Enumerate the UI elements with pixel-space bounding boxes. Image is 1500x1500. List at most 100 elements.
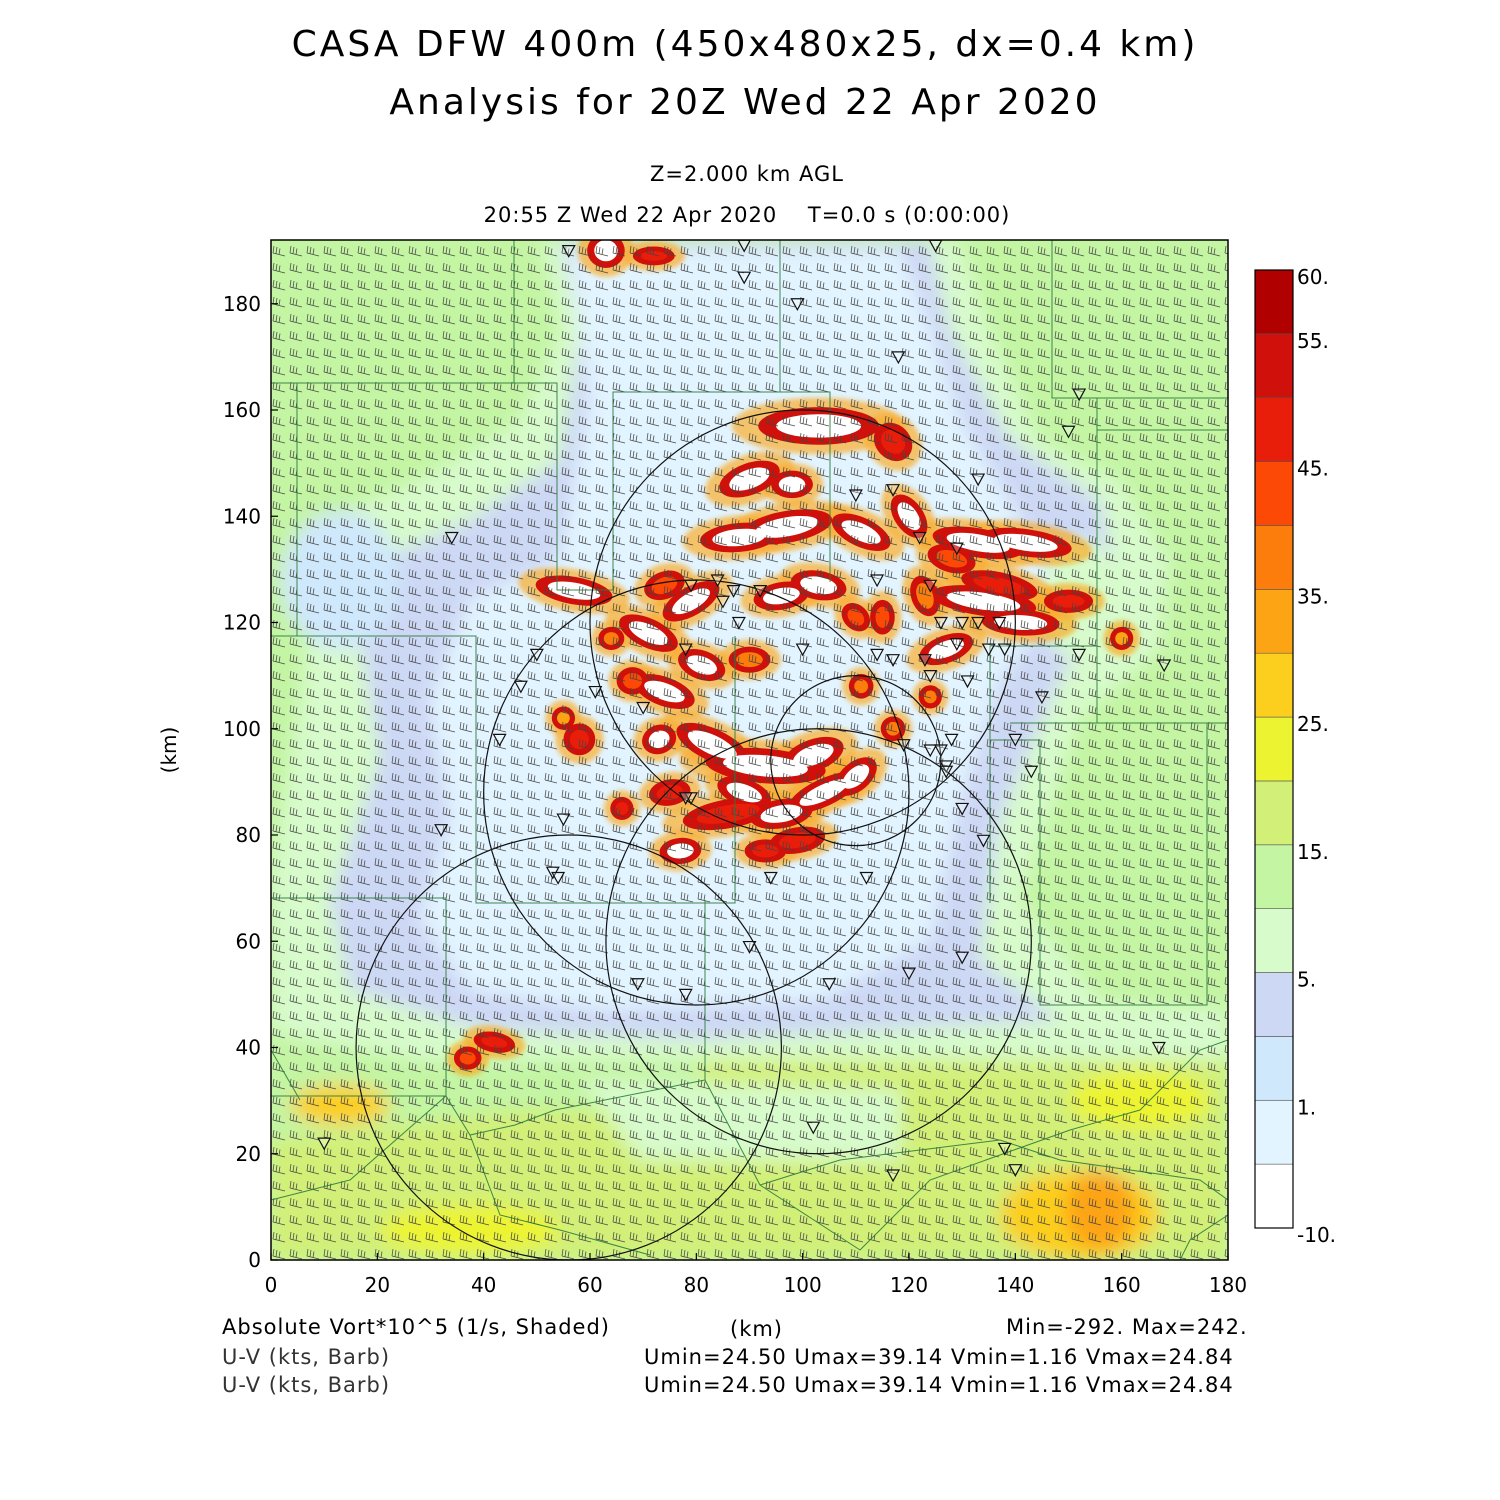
y-tick-label: 20 [236,1142,261,1166]
wind-barb-label-2: U-V (kts, Barb) [222,1373,391,1397]
station-marker-icon [917,654,932,667]
station-marker-icon [886,1169,901,1183]
range-ring [589,409,1016,836]
colorbar-swatch [1254,716,1294,782]
station-marker-icon [859,871,874,885]
station-marker-icon [944,733,959,747]
station-marker-icon [971,473,986,487]
station-marker-icon [923,670,938,683]
station-marker-icon [933,616,948,630]
station-marker-icon [737,271,752,285]
field-description: Absolute Vort*10^5 (1/s, Shaded) [222,1315,610,1339]
station-marker-icon [960,675,975,689]
colorbar-swatch [1254,1099,1294,1165]
station-marker-icon [1151,1041,1166,1055]
colorbar-label: 5. [1297,968,1316,992]
colorbar-swatch [1254,1036,1294,1101]
colorbar-swatch [1254,1163,1294,1229]
station-marker-icon [949,542,964,556]
station-marker-icon [806,1121,821,1135]
station-marker-icon [976,834,991,848]
station-marker-icon [1157,659,1172,673]
station-marker-icon [886,484,901,497]
figure-title: CASA DFW 400m (450x480x25, dx=0.4 km) [291,24,1199,65]
wind-barb-label-1: U-V (kts, Barb) [222,1345,391,1369]
vorticity-field [271,240,1228,1260]
y-tick-label: 160 [223,398,261,422]
station-marker-icon [742,940,757,954]
station-marker-icon [1061,425,1076,439]
station-marker-icon [886,654,901,667]
figure-subtitle: Analysis for 20Z Wed 22 Apr 2020 [389,82,1101,123]
x-axis-label: (km) [730,1317,784,1341]
station-marker-icon [997,1142,1012,1156]
x-tick-label: 20 [365,1273,390,1297]
colorbar-swatch [1254,269,1294,335]
wind-stats-1: Umin=24.50 Umax=39.14 Vmin=1.16 Vmax=24.… [644,1345,1234,1369]
station-marker-icon [444,531,459,545]
station-marker-icon [1034,691,1049,705]
station-marker-icon [726,585,741,598]
station-marker-icon [551,871,566,885]
y-tick-label: 40 [236,1036,261,1060]
plot-frame [270,239,1229,1261]
station-marker-icon [822,978,837,992]
station-marker-icon [561,245,576,258]
station-marker-icon [949,638,964,652]
y-tick-label: 80 [236,823,261,847]
station-marker-icon [753,585,768,598]
station-marker-icon [317,1137,332,1151]
colorbar-label: 45. [1297,457,1329,481]
station-marker-icon [955,802,970,816]
station-marker-icon [912,531,927,545]
valid-time-label: 20:55 Z Wed 22 Apr 2020 T=0.0 s (0:00:00… [483,203,1011,227]
station-marker-icon [556,813,571,827]
colorbar-label: 25. [1297,712,1329,736]
wind-stats-2: Umin=24.50 Umax=39.14 Vmin=1.16 Vmax=24.… [644,1373,1234,1397]
station-marker-icon [1008,733,1023,747]
station-marker-icon [896,739,911,752]
station-marker-icon [992,616,1007,630]
station-marker-icon [901,967,917,981]
station-marker-icon [1024,765,1039,779]
station-marker-icon [997,643,1012,657]
station-marker-icon [715,595,730,609]
station-marker-icon [1072,648,1087,662]
colorbar-label: 15. [1297,840,1329,864]
station-marker-icon [630,978,645,992]
colorbar-label: 55. [1297,329,1329,353]
station-marker-icon [891,351,906,365]
colorbar-swatch [1254,652,1294,718]
station-marker-icon [1072,388,1087,402]
station-marker-icon [955,951,970,965]
x-tick-label: 140 [996,1273,1034,1297]
y-tick-label: 140 [223,504,261,528]
colorbar-label: 1. [1297,1095,1316,1119]
station-marker-icon [1008,1164,1023,1177]
station-marker-icon [529,648,544,662]
x-tick-label: 80 [684,1273,709,1297]
station-marker-icon [790,298,805,312]
range-ring [355,834,782,1260]
station-marker-icon [763,871,778,885]
x-tick-label: 0 [265,1273,278,1297]
colorbar-swatch [1254,589,1294,654]
y-tick-label: 120 [223,611,261,635]
station-marker-icon [678,792,693,806]
colorbar-swatch [1254,525,1294,590]
station-marker-icon [684,579,699,593]
colorbar: 60. 55. 45. 35. 25. 15. 5. 1. -10. [1254,265,1336,1247]
x-tick-label: 180 [1209,1273,1247,1297]
y-tick-label: 60 [236,929,261,953]
range-ring [605,728,1032,1155]
colorbar-swatch [1254,908,1294,973]
colorbar-swatch [1254,397,1294,462]
station-marker-icon [492,733,507,747]
station-marker-icon [981,643,996,657]
x-tick-label: 120 [890,1273,928,1297]
station-marker-icon [795,643,810,657]
x-tick-label: 40 [471,1273,496,1297]
colorbar-swatch [1254,972,1294,1037]
station-marker-icon [513,680,528,694]
